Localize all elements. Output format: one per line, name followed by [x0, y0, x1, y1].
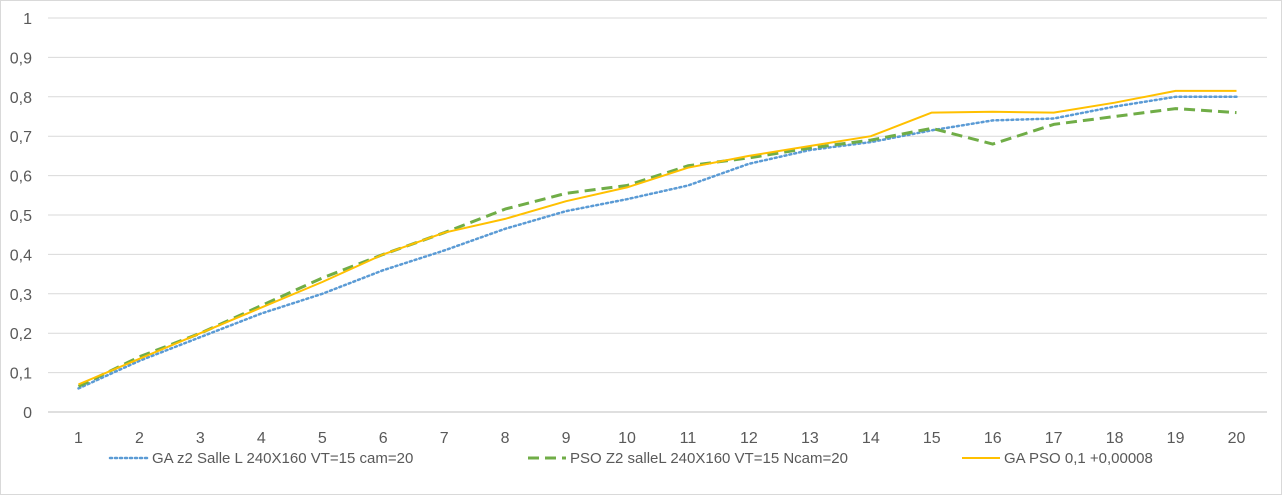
- series-line-1: [77, 95, 1238, 390]
- y-axis-tick-labels: 0 0,1 0,2 0,3 0,4 0,5 0,6 0,7 0,8 0,9 1: [10, 11, 32, 422]
- y-tick-label: 0,2: [10, 326, 32, 343]
- series-line-3: [78, 89, 1237, 386]
- y-tick-label: 0,7: [10, 129, 32, 146]
- x-tick-label: 5: [318, 430, 327, 447]
- x-tick-label: 6: [379, 430, 388, 447]
- y-tick-label: 0,1: [10, 366, 32, 383]
- x-tick-label: 11: [680, 430, 697, 447]
- y-tick-label: 0,6: [10, 169, 32, 186]
- y-tick-label: 0,3: [10, 287, 32, 304]
- x-tick-label: 20: [1228, 430, 1246, 447]
- x-tick-label: 3: [196, 430, 205, 447]
- legend: GA z2 Salle L 240X160 VT=15 cam=20 PSO Z2…: [108, 450, 1153, 467]
- x-tick-label: 8: [501, 430, 510, 447]
- x-axis-tick-labels: 1 2 3 4 5 6 7 8 9 10 11 12 13 14 15 16 17 18 19 20: [74, 430, 1246, 447]
- x-tick-label: 16: [984, 430, 1002, 447]
- x-tick-label: 12: [740, 430, 758, 447]
- y-tick-label: 0,4: [10, 247, 32, 264]
- legend-item: PSO Z2 salleL 240X160 VT=15 Ncam=20: [528, 450, 848, 467]
- y-tick-label: 0,8: [10, 90, 32, 107]
- legend-label: PSO Z2 salleL 240X160 VT=15 Ncam=20: [570, 450, 848, 467]
- x-tick-label: 4: [257, 430, 266, 447]
- legend-item: GA PSO 0,1 +0,00008: [962, 450, 1153, 467]
- x-tick-label: 19: [1167, 430, 1185, 447]
- x-tick-label: 13: [801, 430, 819, 447]
- y-tick-label: 0,9: [10, 50, 32, 67]
- x-tick-label: 17: [1045, 430, 1063, 447]
- x-tick-label: 18: [1106, 430, 1124, 447]
- legend-item: GA z2 Salle L 240X160 VT=15 cam=20: [108, 450, 413, 467]
- x-tick-label: 15: [923, 430, 941, 447]
- x-tick-label: 1: [74, 430, 83, 447]
- x-tick-label: 10: [618, 430, 636, 447]
- y-tick-label: 0: [23, 405, 32, 422]
- y-tick-label: 1: [23, 11, 32, 28]
- series-lines: [77, 89, 1238, 390]
- y-tick-label: 0,5: [10, 208, 32, 225]
- x-tick-label: 14: [862, 430, 880, 447]
- x-tick-label: 9: [562, 430, 571, 447]
- series-line-2: [77, 107, 1237, 388]
- x-tick-label: 7: [440, 430, 449, 447]
- x-tick-label: 2: [135, 430, 144, 447]
- gridlines: [48, 17, 1267, 413]
- legend-label: GA z2 Salle L 240X160 VT=15 cam=20: [152, 450, 413, 467]
- legend-label: GA PSO 0,1 +0,00008: [1004, 450, 1153, 467]
